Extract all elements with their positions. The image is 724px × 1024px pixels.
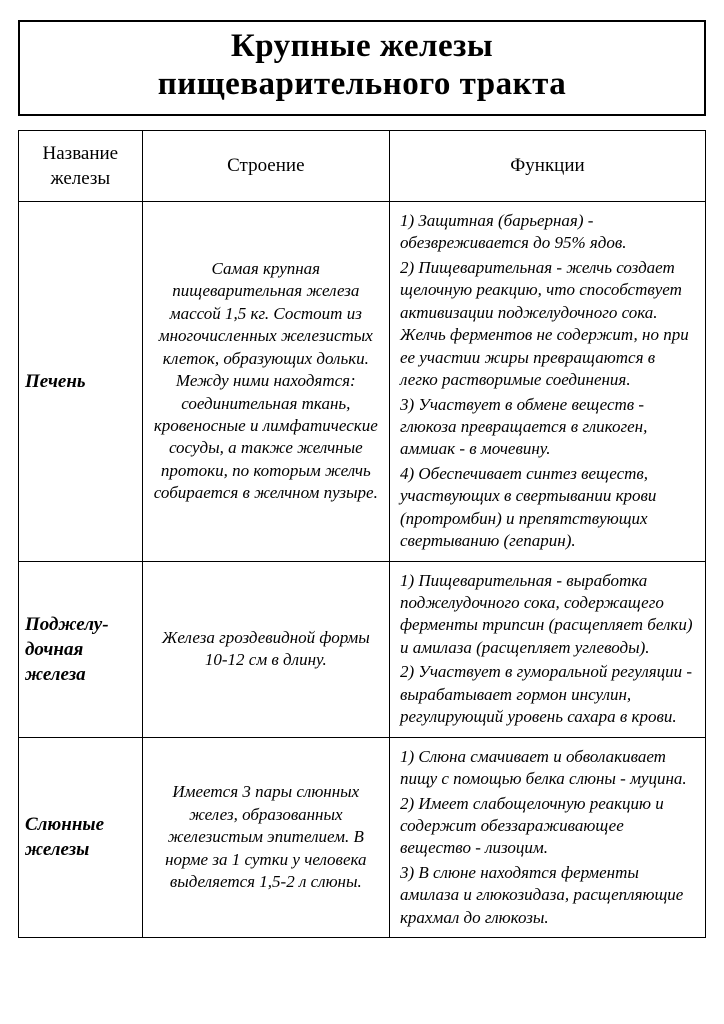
gland-functions-cell: 1) Пищеварительная - выработка поджелудо… — [389, 561, 705, 737]
gland-functions-cell: 1) Слюна смачивает и обволакивает пищу с… — [389, 737, 705, 938]
table-row: Слюнные железы Имеется 3 пары слюнных же… — [19, 737, 706, 938]
function-item: 1) Слюна смачивает и обволакивает пищу с… — [400, 746, 695, 791]
structure-text: Железа гроздевидной формы 10-12 см в дли… — [153, 627, 379, 672]
title-line-1: Крупные железы — [231, 28, 493, 64]
header-name: Название железы — [19, 130, 143, 201]
table-row: Поджелу­дочная железа Железа гроздевидно… — [19, 561, 706, 737]
title-line-2: пищеварительного тракта — [158, 66, 567, 102]
gland-name-cell: Слюнные железы — [19, 737, 143, 938]
function-item: 2) Участвует в гуморальной регуляции - в… — [400, 661, 695, 728]
gland-structure-cell: Самая крупная пищеварительная железа мас… — [142, 202, 389, 562]
header-structure: Строение — [142, 130, 389, 201]
table-header-row: Название железы Строение Функции — [19, 130, 706, 201]
glands-table: Название железы Строение Функции Печень … — [18, 130, 706, 938]
function-item: 3) Участвует в обмене веществ - глюкоза … — [400, 394, 695, 461]
gland-structure-cell: Железа гроздевидной формы 10-12 см в дли… — [142, 561, 389, 737]
function-item: 1) Защитная (барьерная) - обезвреживаетс… — [400, 210, 695, 255]
structure-text: Имеется 3 пары слюнных желез, образованн… — [153, 781, 379, 893]
structure-text: Самая крупная пищеварительная железа мас… — [153, 258, 379, 505]
page-title: Крупные железы пищеварительного тракта — [30, 28, 694, 104]
function-item: 2) Имеет слабощелочную реакцию и содержи… — [400, 793, 695, 860]
gland-name-cell: Поджелу­дочная железа — [19, 561, 143, 737]
table-row: Печень Самая крупная пищеварительная жел… — [19, 202, 706, 562]
function-item: 4) Обеспечивает синтез веществ, участвую… — [400, 463, 695, 553]
function-item: 1) Пищеварительная - выработка поджелудо… — [400, 570, 695, 660]
header-functions: Функции — [389, 130, 705, 201]
page-title-box: Крупные железы пищеварительного тракта — [18, 20, 706, 116]
function-item: 2) Пищеварительная - желчь создает щелоч… — [400, 257, 695, 392]
gland-name-cell: Печень — [19, 202, 143, 562]
gland-structure-cell: Имеется 3 пары слюнных желез, образованн… — [142, 737, 389, 938]
gland-functions-cell: 1) Защитная (барьерная) - обезвреживаетс… — [389, 202, 705, 562]
function-item: 3) В слюне находятся ферменты амилаза и … — [400, 862, 695, 929]
